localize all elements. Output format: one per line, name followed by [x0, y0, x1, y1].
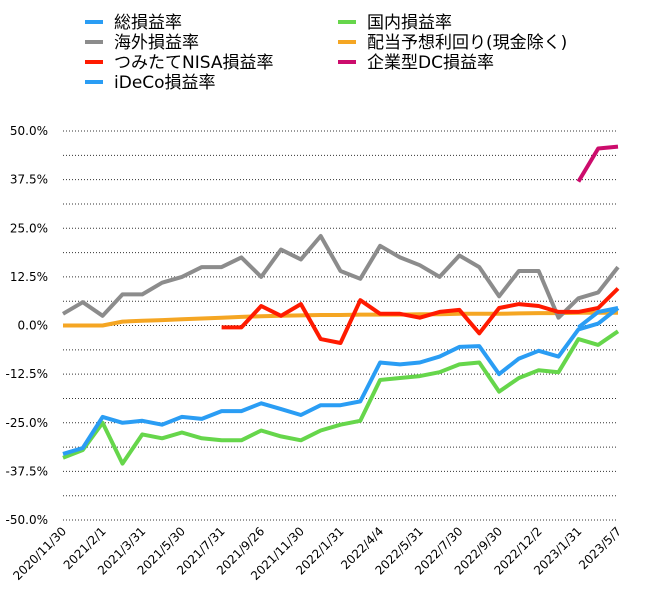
series-line [221, 287, 620, 345]
y-tick-label: 37.5% [10, 173, 48, 187]
legend-label: 企業型DC損益率 [367, 53, 494, 73]
x-tick-label: 2023/5/7 [576, 524, 624, 572]
legend-label: 海外損益率 [114, 33, 199, 53]
y-tick-label: -50.0% [6, 513, 48, 527]
series-line [62, 329, 620, 466]
series-line [577, 306, 619, 329]
legend-label: つみたてNISA損益率 [114, 53, 273, 73]
x-axis: 2020/11/302021/2/12021/3/312021/5/302021… [10, 524, 624, 583]
y-tick-label: -25.0% [6, 416, 48, 430]
series-line [62, 306, 620, 456]
series-line [576, 144, 619, 183]
series-line [63, 310, 618, 328]
legend-label: 総損益率 [114, 13, 182, 33]
series-line [61, 234, 620, 320]
y-tick-label: 12.5% [10, 270, 48, 284]
y-tick-label: -12.5% [6, 367, 48, 381]
y-tick-label: 0.0% [18, 319, 49, 333]
series-layer [61, 144, 620, 466]
y-tick-label: 50.0% [10, 124, 48, 138]
legend-label: iDeCo損益率 [114, 73, 216, 93]
y-tick-label: -37.5% [6, 464, 48, 478]
gridlines [63, 130, 618, 521]
legend-label: 国内損益率 [367, 13, 452, 33]
legend-label: 配当予想利回り(現金除く) [367, 33, 567, 53]
x-tick-label: 2020/11/30 [10, 524, 69, 583]
y-axis: 50.0% 37.5% 25.0% 12.5% 0.0% -12.5% -25.0% -37.… [6, 124, 48, 527]
y-tick-label: 25.0% [10, 221, 48, 235]
